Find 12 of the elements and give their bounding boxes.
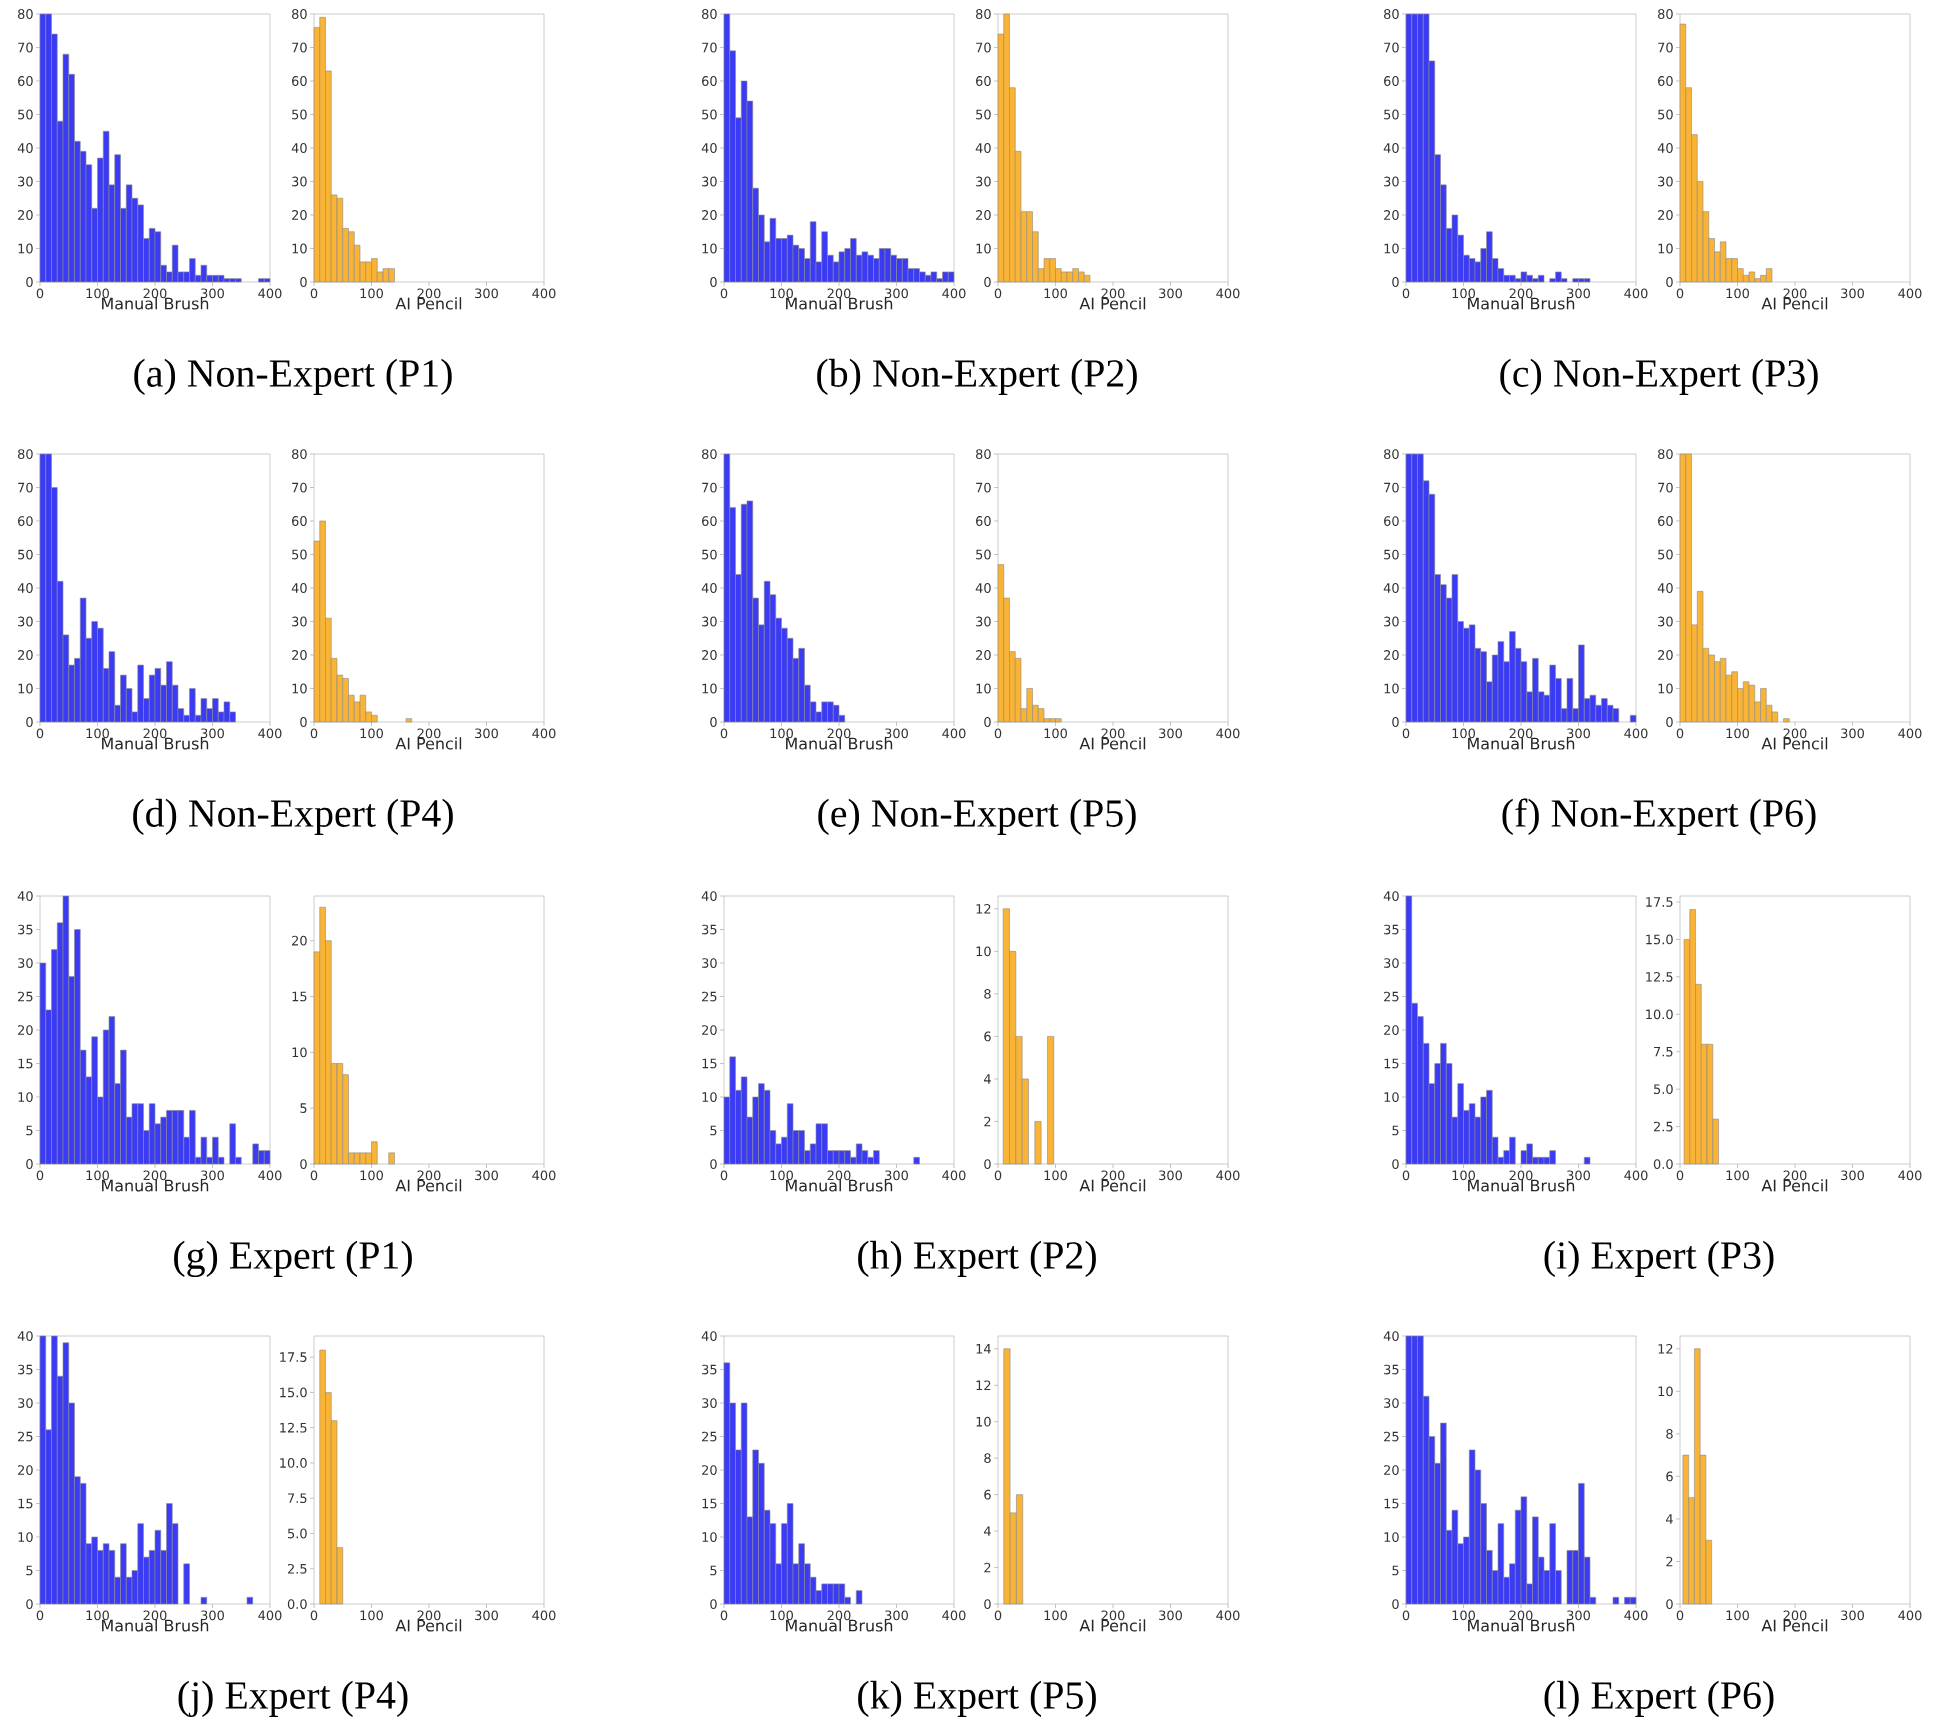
text: (c) Non-Expert (P3) <box>1500 358 1818 395</box>
text: (i) Expert (P3) <box>1544 1240 1774 1277</box>
text: (h) Expert (P2) <box>858 1240 1096 1277</box>
text: (l) Expert (P6) <box>1544 1680 1774 1717</box>
text: (f) Non-Expert (P6) <box>1502 798 1816 835</box>
text: (e) Non-Expert (P5) <box>818 798 1136 835</box>
text: (g) Expert (P1) <box>174 1240 412 1278</box>
text: (k) Expert (P5) <box>858 1680 1096 1717</box>
text: (j) Expert (P4) <box>178 1680 408 1717</box>
text: (b) Non-Expert (P2) <box>817 358 1137 395</box>
text: (a) Non-Expert (P1) <box>134 358 452 395</box>
text: (d) Non-Expert (P4) <box>133 798 453 835</box>
